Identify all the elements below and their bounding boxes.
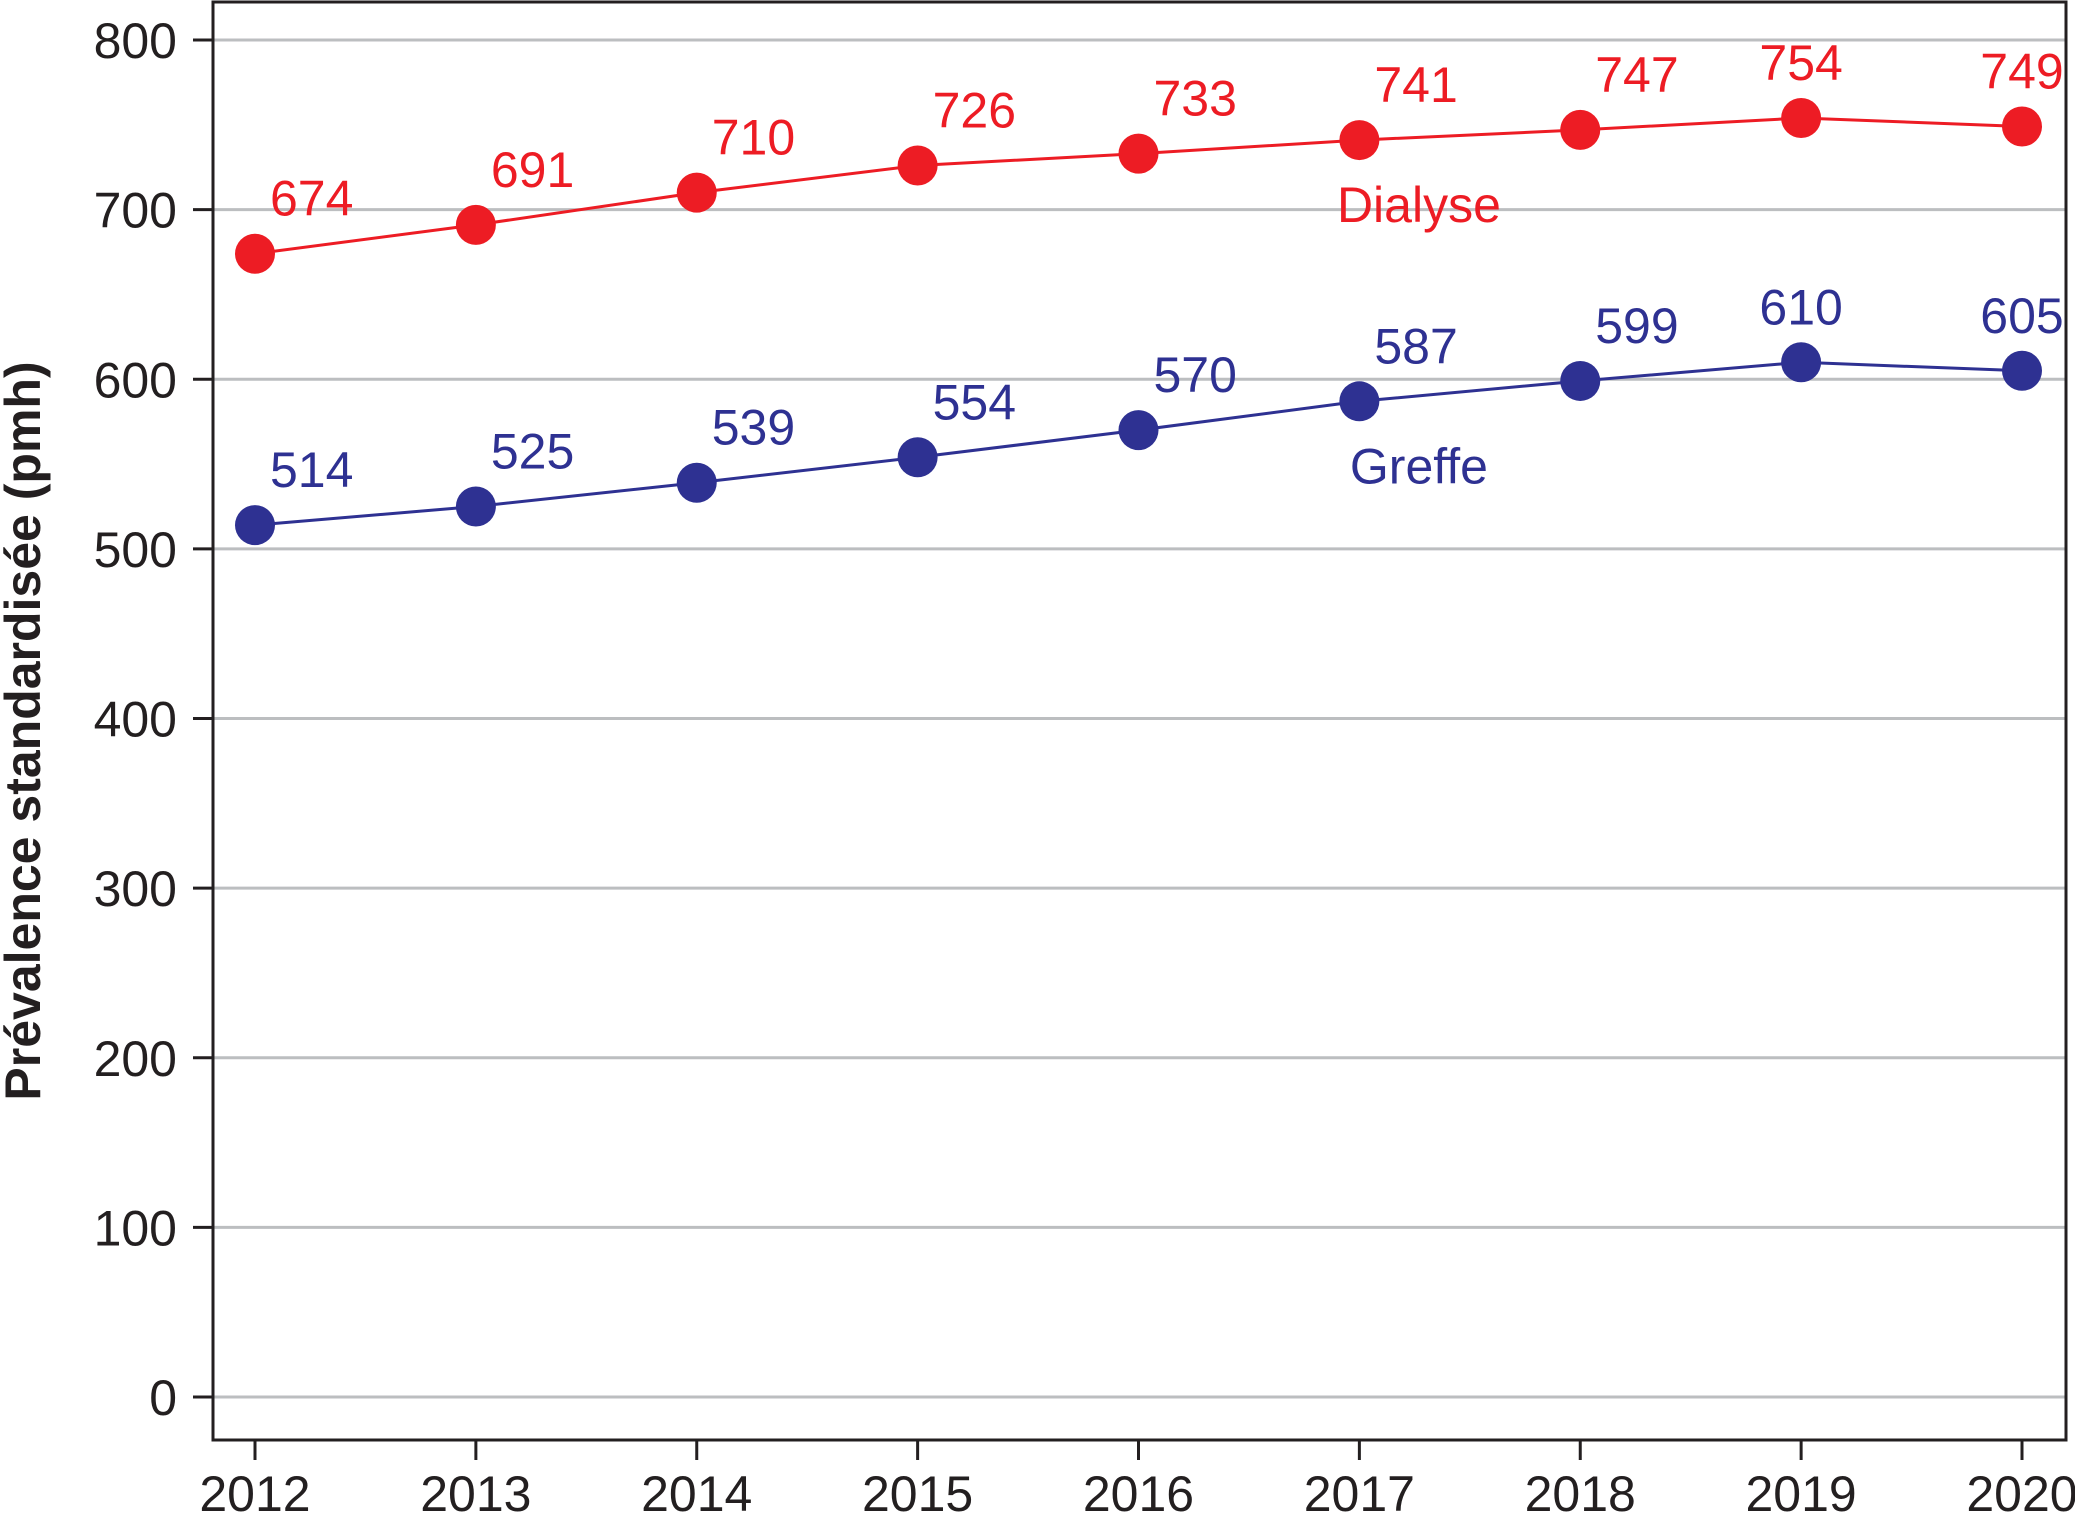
data-label: 733: [1154, 71, 1237, 127]
data-point: [1781, 342, 1822, 383]
x-tick-label: 2018: [1525, 1466, 1636, 1514]
x-tick-label: 2012: [199, 1466, 310, 1514]
series-name-label: Greffe: [1350, 438, 1488, 494]
x-tick-label: 2016: [1083, 1466, 1194, 1514]
data-point: [1339, 381, 1380, 422]
data-point: [2002, 350, 2042, 391]
data-label: 610: [1759, 279, 1842, 335]
data-label: 525: [491, 423, 574, 479]
data-point: [1560, 109, 1601, 150]
series-greffe: 514 525 539 554 570 587 599 610 605 Greffe: [235, 279, 2064, 546]
data-point: [2002, 106, 2042, 147]
y-axis-title: Prévalence standardisée (pmh): [0, 361, 51, 1100]
x-tick-label: 2014: [641, 1466, 752, 1514]
data-label: 710: [712, 110, 795, 166]
data-point: [455, 204, 496, 245]
y-tick-label: 600: [94, 352, 177, 408]
data-label: 749: [1980, 44, 2063, 100]
data-label: 605: [1980, 288, 2063, 344]
data-point: [1339, 120, 1380, 161]
x-tick-label: 2019: [1746, 1466, 1857, 1514]
data-label: 539: [712, 400, 795, 456]
data-point: [1118, 133, 1159, 174]
y-tick-label: 700: [94, 183, 177, 239]
data-label: 747: [1595, 47, 1678, 103]
data-label: 741: [1374, 57, 1457, 113]
x-tick-label: 2013: [420, 1466, 531, 1514]
data-label: 554: [933, 374, 1016, 430]
data-label: 691: [491, 142, 574, 198]
y-tick-label: 500: [94, 522, 177, 578]
data-label: 599: [1595, 298, 1678, 354]
axes: 0 100 200 300 400 500 600 700 800 2012 2013 2014 201…: [94, 0, 2075, 1514]
data-point: [1560, 360, 1601, 401]
series-name-label: Dialyse: [1337, 177, 1501, 233]
data-point: [676, 172, 717, 213]
data-point: [1118, 410, 1159, 451]
y-tick-label: 300: [94, 861, 177, 917]
x-tick-label: 2020: [1966, 1466, 2075, 1514]
gridlines: [213, 38, 2066, 1399]
data-label: 587: [1374, 318, 1457, 374]
data-point: [1781, 98, 1822, 139]
x-tick-label: 2015: [862, 1466, 973, 1514]
data-point: [235, 233, 275, 274]
y-tick-label: 200: [94, 1031, 177, 1087]
data-label: 754: [1759, 35, 1842, 91]
series-dialyse: 674 691 710 726 733 741 747 754 749 Dialyse: [235, 35, 2064, 274]
y-tick-label: 0: [149, 1370, 177, 1426]
data-label: 570: [1154, 347, 1237, 403]
data-label: 726: [933, 83, 1016, 139]
y-tick-label: 800: [94, 13, 177, 69]
x-tick-label: 2017: [1304, 1466, 1415, 1514]
series: 674 691 710 726 733 741 747 754 749 Dialyse 514 525…: [235, 35, 2064, 546]
data-point: [897, 145, 938, 186]
data-point: [676, 462, 717, 503]
data-point: [897, 437, 938, 478]
data-point: [235, 505, 275, 546]
y-tick-label: 400: [94, 692, 177, 748]
data-label: 514: [270, 442, 353, 498]
y-tick-label: 100: [94, 1200, 177, 1256]
data-point: [455, 486, 496, 527]
data-label: 674: [270, 171, 353, 227]
